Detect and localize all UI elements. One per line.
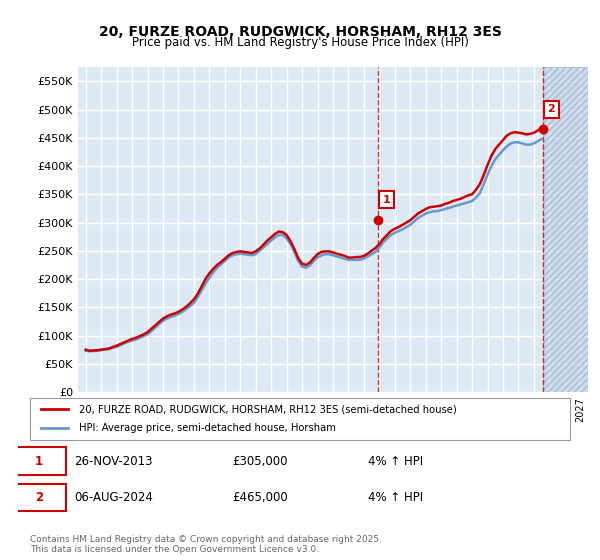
20, FURZE ROAD, RUDGWICK, HORSHAM, RH12 3ES (semi-detached house) [353, 254, 360, 260]
Text: Price paid vs. HM Land Registry's House Price Index (HPI): Price paid vs. HM Land Registry's House … [131, 36, 469, 49]
20, FURZE ROAD, RUDGWICK, HORSHAM, RH12 3ES (semi-detached house) [86, 347, 93, 354]
Text: 06-AUG-2024: 06-AUG-2024 [74, 491, 153, 504]
FancyBboxPatch shape [30, 398, 570, 440]
Text: £465,000: £465,000 [232, 491, 288, 504]
Line: HPI: Average price, semi-detached house, Horsham: HPI: Average price, semi-detached house,… [86, 139, 542, 351]
HPI: Average price, semi-detached house, Horsham: (2.02e+03, 3.12e+05): Average price, semi-detached house, Hors… [418, 212, 425, 219]
20, FURZE ROAD, RUDGWICK, HORSHAM, RH12 3ES (semi-detached house) [229, 250, 236, 256]
Text: 1: 1 [382, 195, 390, 205]
FancyBboxPatch shape [13, 447, 66, 475]
HPI: Average price, semi-detached house, Horsham: (2e+03, 7.3e+04): Average price, semi-detached house, Hors… [82, 347, 89, 354]
HPI: Average price, semi-detached house, Horsham: (2e+03, 7.2e+04): Average price, semi-detached house, Hors… [86, 348, 93, 354]
20, FURZE ROAD, RUDGWICK, HORSHAM, RH12 3ES (semi-detached house) [418, 208, 425, 214]
Polygon shape [543, 67, 588, 392]
20, FURZE ROAD, RUDGWICK, HORSHAM, RH12 3ES (semi-detached house) [179, 306, 186, 313]
HPI: Average price, semi-detached house, Horsham: (2.02e+03, 4.48e+05): Average price, semi-detached house, Hors… [538, 136, 545, 142]
Text: 1: 1 [35, 455, 43, 468]
20, FURZE ROAD, RUDGWICK, HORSHAM, RH12 3ES (semi-detached house) [453, 197, 460, 203]
HPI: Average price, semi-detached house, Horsham: (2e+03, 2.42e+05): Average price, semi-detached house, Hors… [229, 252, 236, 259]
Line: 20, FURZE ROAD, RUDGWICK, HORSHAM, RH12 3ES (semi-detached house): 20, FURZE ROAD, RUDGWICK, HORSHAM, RH12 … [86, 128, 542, 351]
Text: £305,000: £305,000 [232, 455, 288, 468]
20, FURZE ROAD, RUDGWICK, HORSHAM, RH12 3ES (semi-detached house) [538, 124, 545, 131]
Text: 4% ↑ HPI: 4% ↑ HPI [368, 455, 423, 468]
20, FURZE ROAD, RUDGWICK, HORSHAM, RH12 3ES (semi-detached house) [476, 181, 484, 188]
Text: 2: 2 [548, 104, 555, 114]
Text: 4% ↑ HPI: 4% ↑ HPI [368, 491, 423, 504]
20, FURZE ROAD, RUDGWICK, HORSHAM, RH12 3ES (semi-detached house) [82, 346, 89, 353]
HPI: Average price, semi-detached house, Horsham: (2e+03, 1.42e+05): Average price, semi-detached house, Hors… [179, 309, 186, 315]
Text: 2: 2 [35, 491, 43, 504]
Text: 26-NOV-2013: 26-NOV-2013 [74, 455, 153, 468]
HPI: Average price, semi-detached house, Horsham: (2.02e+03, 3.3e+05): Average price, semi-detached house, Hors… [453, 202, 460, 209]
HPI: Average price, semi-detached house, Horsham: (2.01e+03, 2.34e+05): Average price, semi-detached house, Hors… [353, 256, 360, 263]
Text: 20, FURZE ROAD, RUDGWICK, HORSHAM, RH12 3ES: 20, FURZE ROAD, RUDGWICK, HORSHAM, RH12 … [98, 25, 502, 39]
FancyBboxPatch shape [13, 484, 66, 511]
HPI: Average price, semi-detached house, Horsham: (2.02e+03, 3.52e+05): Average price, semi-detached house, Hors… [476, 190, 484, 197]
Text: HPI: Average price, semi-detached house, Horsham: HPI: Average price, semi-detached house,… [79, 423, 335, 433]
Text: Contains HM Land Registry data © Crown copyright and database right 2025.
This d: Contains HM Land Registry data © Crown c… [30, 535, 382, 554]
Text: 20, FURZE ROAD, RUDGWICK, HORSHAM, RH12 3ES (semi-detached house): 20, FURZE ROAD, RUDGWICK, HORSHAM, RH12 … [79, 404, 457, 414]
